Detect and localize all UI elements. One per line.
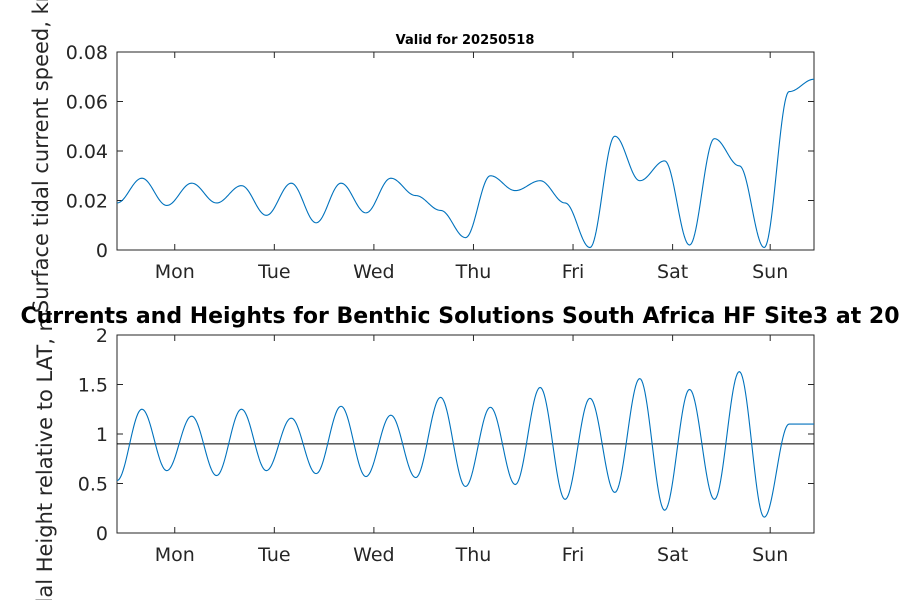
current-y-axis-label: Surface tidal current speed, kn: [29, 0, 53, 313]
current-y-tick-label: 0.02: [66, 191, 108, 213]
current-x-tick-label: Sun: [752, 261, 788, 283]
current-y-tick-label: 0.08: [66, 42, 108, 64]
height-chart-title: Currents and Heights for Benthic Solutio…: [20, 304, 899, 329]
tidal-height-series: [116, 370, 814, 518]
current-y-tick-label: 0.04: [66, 141, 108, 163]
height-y-tick-label: 0: [96, 523, 108, 545]
height-axes-box: [116, 334, 815, 534]
height-y-tick-label: 2: [96, 325, 108, 347]
height-x-tick-label: Mon: [155, 544, 195, 566]
current-x-tick-label: Sat: [657, 261, 688, 283]
height-y-tick-label: 1.5: [78, 375, 108, 397]
height-y-tick-label: 1: [96, 424, 108, 446]
current-x-tick-label: Thu: [455, 261, 492, 283]
height-x-tick-label: Sat: [657, 544, 688, 566]
current-x-tick-label: Wed: [353, 261, 394, 283]
current-y-tick-label: 0: [96, 240, 108, 262]
height-y-tick-label: 0.5: [78, 474, 108, 496]
current-chart-title: Valid for 20250518: [396, 33, 535, 48]
current-x-tick-label: Mon: [155, 261, 195, 283]
current-x-tick-label: Tue: [257, 261, 290, 283]
current-speed-series: [116, 78, 815, 249]
height-y-axis-label: Tidal Height relative to LAT, m: [33, 311, 57, 600]
current-x-tick-label: Fri: [562, 261, 585, 283]
height-x-tick-label: Thu: [455, 544, 492, 566]
height-x-tick-label: Tue: [257, 544, 290, 566]
height-x-tick-label: Wed: [353, 544, 394, 566]
current-speed-chart: Valid for 20250518 0 0.02 0.04 0.06 0.08 Mon…: [29, 0, 815, 313]
height-x-tick-label: Sun: [752, 544, 788, 566]
tidal-height-chart: 0 0.5 1 1.5 2 Mon Tue Wed Thu Fri Sat Sun Tidal He…: [20, 304, 899, 600]
height-x-tick-label: Fri: [562, 544, 585, 566]
current-y-tick-label: 0.06: [66, 92, 108, 114]
